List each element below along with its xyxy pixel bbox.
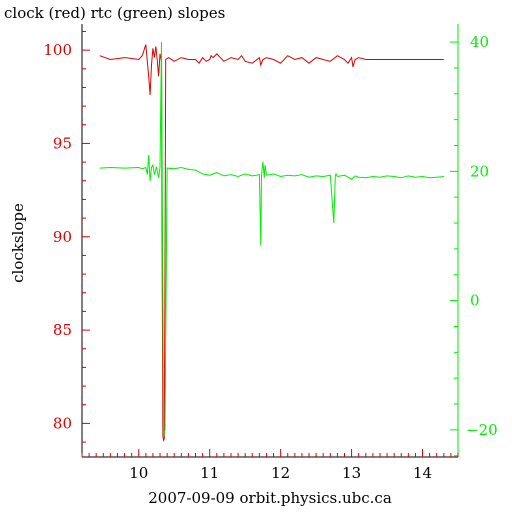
x-tick-label: 11 <box>200 464 219 482</box>
y-left-tick-label: 100 <box>43 41 72 59</box>
y-left-tick-label: 80 <box>53 414 72 432</box>
y-left-tick-label: 85 <box>53 321 72 339</box>
y-left-tick-label: 95 <box>53 134 72 152</box>
y-right-tick-label: 0 <box>470 292 480 310</box>
x-tick-label: 12 <box>271 464 290 482</box>
x-axis-label: 2007-09-09 orbit.physics.ubc.ca <box>148 489 392 507</box>
y-axis-label: clockslope <box>9 203 27 283</box>
x-tick-label: 10 <box>129 464 148 482</box>
y-axis-left: 80 85 90 95 100 <box>43 30 90 443</box>
series-layer <box>99 42 444 443</box>
x-tick-label: 14 <box>413 464 432 482</box>
x-axis: 10 11 12 13 14 <box>81 449 459 482</box>
y-left-tick-label: 90 <box>53 228 72 246</box>
chart-title: clock (red) rtc (green) slopes <box>4 4 225 22</box>
y-right-tick-label: −20 <box>466 421 498 439</box>
clock-series-line <box>99 44 444 443</box>
x-tick-label: 13 <box>342 464 361 482</box>
y-right-tick-label: 40 <box>470 33 489 51</box>
y-axis-right: −20 0 20 40 <box>450 33 498 457</box>
rtc-series-line <box>99 42 444 437</box>
plot-frame <box>81 24 459 458</box>
y-right-tick-label: 20 <box>470 162 489 180</box>
